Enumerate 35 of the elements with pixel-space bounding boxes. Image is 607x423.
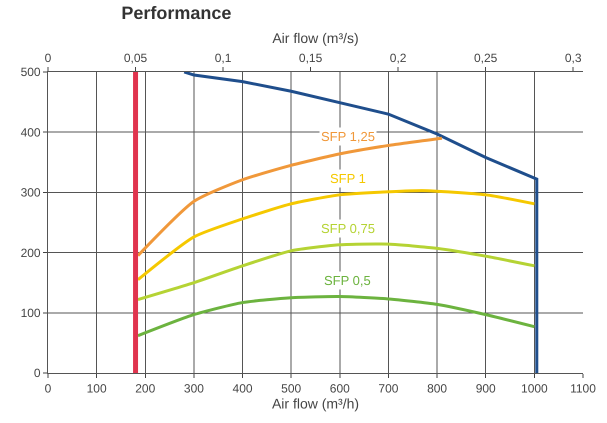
x-tick-label: 500 bbox=[281, 381, 302, 396]
x-tick-label: 400 bbox=[232, 381, 253, 396]
chart-title: Performance bbox=[121, 2, 232, 23]
x2-axis-title: Air flow (m³/s) bbox=[272, 30, 359, 46]
x-tick-label: 100 bbox=[86, 381, 107, 396]
line-series bbox=[136, 295, 536, 338]
x2-tick-label: 0,05 bbox=[124, 51, 148, 66]
line-series bbox=[182, 72, 538, 373]
x2-tick-label: 0,3 bbox=[564, 51, 582, 66]
series-label: SFP 0,5 bbox=[324, 273, 371, 288]
x-tick-label: 1000 bbox=[521, 381, 548, 396]
x-tick-label: 900 bbox=[476, 381, 496, 396]
series-label: SFP 1 bbox=[330, 171, 366, 186]
x-tick-label: 1100 bbox=[570, 381, 596, 396]
series-label: SFP 1,25 bbox=[321, 129, 375, 144]
x2-tick-label: 0,1 bbox=[214, 51, 232, 66]
x-tick-label: 200 bbox=[135, 381, 156, 396]
x-tick-label: 800 bbox=[427, 381, 448, 396]
x-tick-label: 700 bbox=[378, 381, 399, 396]
y-tick-label: 200 bbox=[20, 246, 41, 260]
x2-tick-label: 0,2 bbox=[390, 51, 407, 66]
y-tick-label: 400 bbox=[20, 125, 41, 140]
y-tick-label: 300 bbox=[20, 186, 41, 200]
y-tick-label: 100 bbox=[20, 306, 41, 320]
series-label: SFP 0,75 bbox=[321, 221, 375, 236]
x2-tick-label: 0 bbox=[44, 51, 52, 66]
x-tick-label: 300 bbox=[184, 381, 204, 396]
x-tick-label: 0 bbox=[44, 381, 52, 396]
x2-tick-label: 0,15 bbox=[298, 51, 323, 66]
y-tick-label: 500 bbox=[20, 65, 41, 80]
x-axis-title: Air flow (m³/h) bbox=[272, 395, 360, 412]
x2-tick-label: 0,25 bbox=[474, 51, 498, 66]
x-tick-label: 600 bbox=[330, 381, 350, 396]
line-series bbox=[136, 242, 536, 302]
y-tick-label: 0 bbox=[34, 366, 41, 380]
